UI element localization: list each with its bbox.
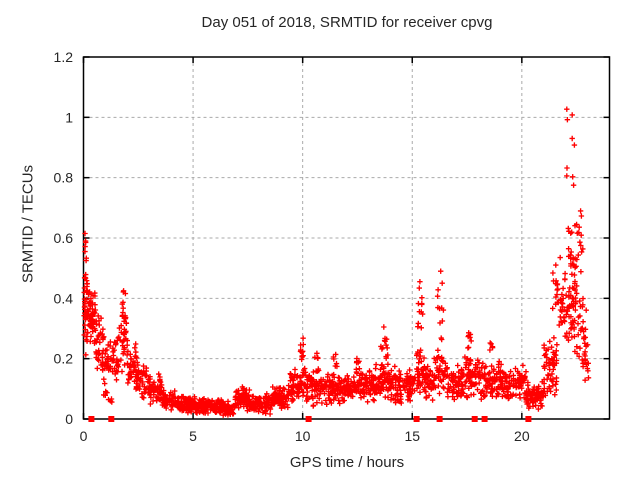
gridlines <box>83 57 610 419</box>
zero-marker-square <box>525 416 532 422</box>
zero-marker-square <box>108 416 115 422</box>
chart-title: Day 051 of 2018, SRMTID for receiver cpv… <box>201 14 493 31</box>
tick-labels: 0 5 10 15 20 0 0.2 0.4 0.6 0.8 1 1.2 <box>54 49 530 444</box>
y-tick-label: 1 <box>65 109 73 125</box>
x-tick-label: 0 <box>80 428 88 444</box>
x-axis-label: GPS time / hours <box>289 454 405 471</box>
x-tick-label: 15 <box>404 428 420 444</box>
zero-marker-square <box>88 416 95 422</box>
y-tick-label: 0 <box>65 411 73 427</box>
y-tick-label: 0.2 <box>54 351 74 367</box>
zero-marker-square <box>481 416 488 422</box>
x-tick-label: 20 <box>514 428 530 444</box>
y-tick-label: 0.4 <box>54 290 74 306</box>
zero-marker-square <box>471 416 478 422</box>
y-tick-label: 0.6 <box>54 230 74 246</box>
plot-border <box>82 56 611 420</box>
zero-marker-square <box>436 416 443 422</box>
scatter-points <box>81 106 592 418</box>
zero-marker-square <box>305 416 312 422</box>
y-tick-label: 1.2 <box>54 49 74 65</box>
y-tick-label: 0.8 <box>54 170 74 186</box>
x-tick-label: 10 <box>295 428 311 444</box>
x-tick-label: 5 <box>189 428 197 444</box>
zero-marker-square <box>413 416 420 422</box>
zero-markers <box>88 416 532 422</box>
